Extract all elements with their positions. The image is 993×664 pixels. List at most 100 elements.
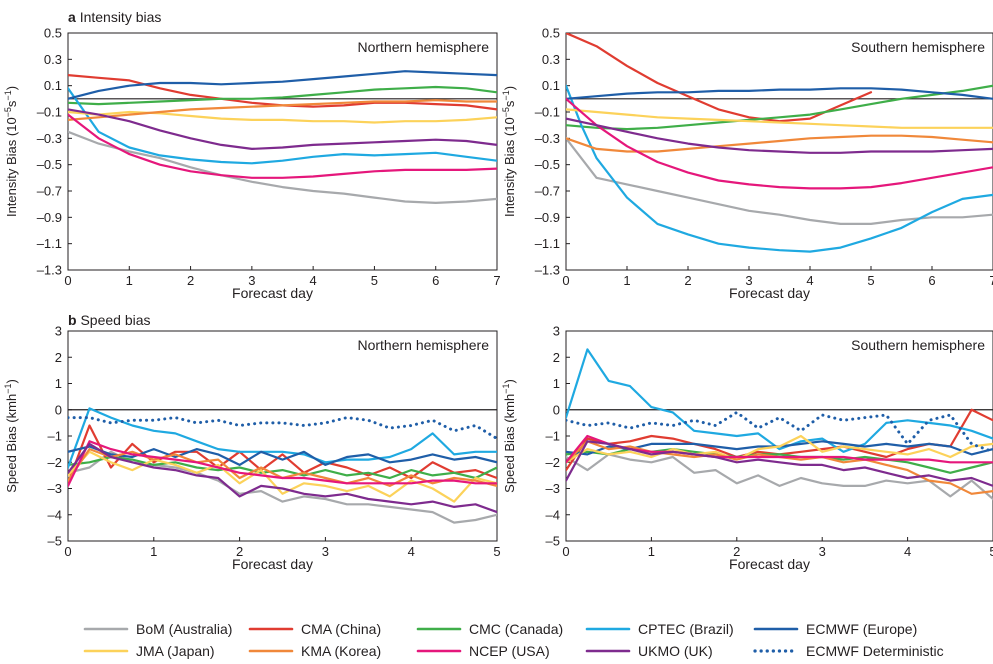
y-axis-label: Intensity Bias (10−5s−1) [3,86,19,217]
series-line-cptec-brazil [566,348,993,453]
y-tick-label: 1 [55,376,62,391]
panel-title: Speed bias [80,312,150,328]
series-line-kma-korea [566,134,993,153]
legend-label: CPTEC (Brazil) [638,621,734,637]
y-label-close: ) [4,379,19,383]
series-line-jma-japan [68,450,497,503]
y-label-superscript: −5 [3,107,13,117]
y-tick-label: 0.3 [542,52,560,67]
series-line-cptec-brazil [68,407,497,469]
panel-header: b Speed bias [68,312,151,328]
y-tick-label: –3 [546,481,560,496]
y-tick-label: 0 [55,402,62,417]
y-tick-label: 1 [553,376,560,391]
panel-letter: a [68,9,76,25]
x-tick-label: 5 [371,273,378,288]
y-tick-label: –1 [48,429,62,444]
y-tick-label: –1.3 [535,263,560,278]
series-line-bom-australia [68,130,497,204]
panel-header: a Intensity bias [68,9,161,25]
y-tick-label: –1.1 [535,236,560,251]
series-line-bom-australia [566,453,993,501]
y-tick-label: –0.1 [37,105,62,120]
y-label-close: ) [502,86,517,90]
x-tick-label: 0 [562,273,569,288]
y-tick-label: –1.3 [37,263,62,278]
legend-label: JMA (Japan) [136,643,215,659]
y-tick-label: 3 [553,324,560,339]
y-label-unit: s [502,100,517,107]
y-tick-label: 0.5 [542,26,560,41]
x-tick-label: 4 [310,273,317,288]
y-tick-label: 2 [55,350,62,365]
x-axis-label: Forecast day [729,556,810,572]
panel-1: 0.5 0.3 0.1 –0.1 –0.3 –0.5 –0.7 –0.9 –1.1 –1.30 1 2… [3,9,501,301]
x-tick-label: 4 [408,544,415,559]
x-tick-label: 7 [493,273,500,288]
x-tick-label: 6 [432,273,439,288]
y-label-main: Intensity Bias (10 [4,117,19,217]
y-tick-label: –0.1 [535,105,560,120]
y-tick-label: –3 [48,481,62,496]
x-tick-label: 3 [819,544,826,559]
series-line-cmc-canada [68,455,497,480]
series-line-ukmo-uk [68,442,497,514]
hemisphere-annotation: Northern hemisphere [357,39,489,55]
y-label-superscript: −1 [3,90,13,100]
series-line-jma-japan [68,110,497,124]
y-tick-label: –2 [546,455,560,470]
hemisphere-annotation: Southern hemisphere [851,337,985,353]
x-axis-label: Forecast day [232,556,313,572]
y-label-superscript: −1 [501,384,511,394]
y-axis-label: Speed Bias (kmh−1) [3,379,19,493]
y-tick-label: –0.9 [37,210,62,225]
y-label-superscript: −1 [3,384,13,394]
y-tick-label: –5 [48,534,62,549]
y-tick-label: –0.3 [37,131,62,146]
series-line-cmc-canada [566,84,993,131]
legend-label: ECMWF Deterministic [806,643,944,659]
x-tick-label: 2 [684,273,691,288]
x-tick-label: 2 [187,273,194,288]
legend-label: CMA (China) [301,621,381,637]
series-line-cma-china [566,33,873,123]
y-label-close: ) [502,379,517,383]
x-axis-label: Forecast day [232,285,313,301]
series-line-ncep-usa [566,97,993,190]
y-tick-label: 0.1 [542,78,560,93]
y-tick-label: 0.5 [44,26,62,41]
y-tick-label: –0.5 [37,157,62,172]
hemisphere-annotation: Northern hemisphere [357,337,489,353]
y-label-main: Speed Bias (kmh [502,394,517,493]
plot-frame [67,330,498,542]
series-line-ecmwf-europe [68,70,497,100]
x-tick-label: 1 [623,273,630,288]
x-tick-label: 7 [989,273,993,288]
y-axis-label: Speed Bias (kmh−1) [501,379,517,493]
y-tick-label: –2 [48,455,62,470]
x-tick-label: 0 [562,544,569,559]
y-tick-label: 3 [55,324,62,339]
panel-letter: b [68,312,77,328]
y-tick-label: 0.1 [44,78,62,93]
x-tick-label: 2 [236,544,243,559]
plot-frame [67,32,498,271]
panel-title: Intensity bias [80,9,162,25]
legend-label: UKMO (UK) [638,643,713,659]
x-tick-label: 3 [248,273,255,288]
y-axis-label: Intensity Bias (10−5s−1) [501,86,517,217]
y-tick-label: –4 [546,507,560,522]
y-tick-label: –0.7 [37,184,62,199]
y-label-unit: s [4,100,19,107]
x-tick-label: 5 [867,273,874,288]
series-line-ecmwf-deterministic [68,416,497,441]
hemisphere-annotation: Southern hemisphere [851,39,985,55]
series-line-cptec-brazil [68,87,497,165]
y-tick-label: –1 [546,429,560,444]
x-tick-label: 5 [493,544,500,559]
series-line-cptec-brazil [566,84,993,253]
plot-frame [565,330,993,542]
x-tick-label: 4 [904,544,911,559]
x-tick-label: 3 [745,273,752,288]
series-line-ukmo-uk [566,117,993,154]
